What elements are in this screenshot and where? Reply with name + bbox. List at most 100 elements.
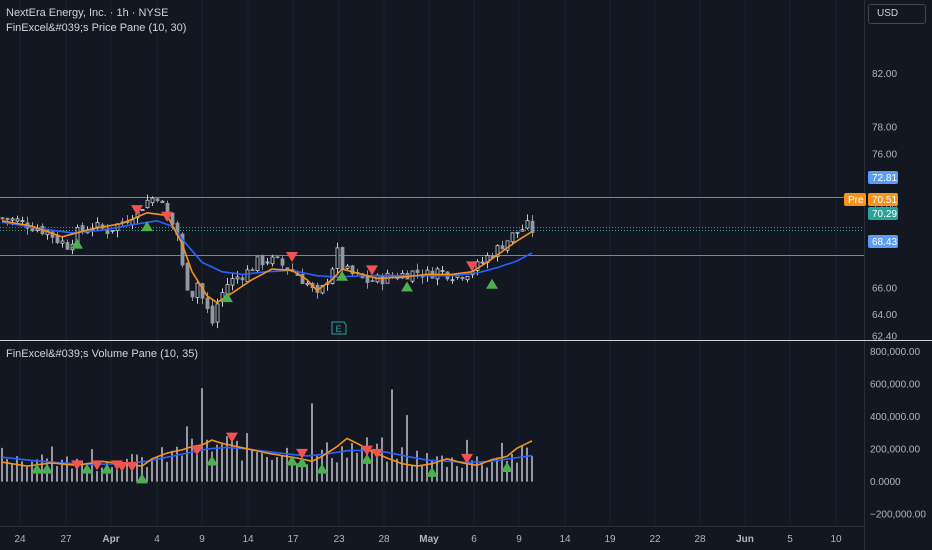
price-indicator-legend[interactable]: FinExcel&#039;s Price Pane (10, 30) xyxy=(6,22,186,34)
candle-body xyxy=(500,245,505,250)
earnings-icon[interactable] xyxy=(331,321,347,335)
volume-indicator-label: FinExcel&#039;s Volume Pane (10, 35) xyxy=(6,348,199,360)
candle-body xyxy=(195,282,200,298)
time-axis-tick-label: 28 xyxy=(694,534,706,545)
candle-body xyxy=(240,277,245,281)
price-buy-signal xyxy=(71,238,83,249)
volume-bar xyxy=(191,438,193,482)
candle-body xyxy=(185,262,190,291)
candle-body xyxy=(270,256,275,265)
volume-bar xyxy=(66,456,68,482)
upper-level-tag-bg xyxy=(868,171,898,184)
volume-bar xyxy=(126,458,128,482)
volume-bar xyxy=(121,470,123,482)
volume-axis-tick-label: 200,000.00 xyxy=(870,445,920,456)
volume-bar xyxy=(201,388,203,482)
time-axis-tick-label: 6 xyxy=(471,534,477,545)
volume-bar xyxy=(426,453,428,482)
volume-indicator-legend[interactable]: FinExcel&#039;s Volume Pane (10, 35) xyxy=(6,348,198,360)
volume-bar xyxy=(436,456,438,482)
price-axis-tick-label: 78.00 xyxy=(872,123,897,134)
volume-bar xyxy=(81,460,83,482)
candle-body xyxy=(110,229,115,232)
volume-sell-signal xyxy=(191,445,203,456)
volume-axis-tick-label: 800,000.00 xyxy=(870,347,920,358)
volume-bar xyxy=(136,454,138,482)
candle-body xyxy=(530,220,535,233)
time-axis-tick-label: 22 xyxy=(649,534,661,545)
volume-bar xyxy=(511,453,513,482)
symbol-title[interactable]: NextEra Energy, Inc. · 1h · NYSE xyxy=(6,7,168,19)
candle-body xyxy=(30,228,35,232)
volume-bar xyxy=(446,466,448,482)
volume-bar xyxy=(381,437,383,482)
volume-bar xyxy=(171,450,173,482)
candle-body xyxy=(245,269,250,283)
earnings-marker-label: E xyxy=(336,324,342,334)
pre-market-label-bg xyxy=(844,193,866,206)
price-buy-signal xyxy=(486,278,498,289)
volume-bar xyxy=(96,471,98,482)
volume-bar xyxy=(346,457,348,482)
volume-buy-signal xyxy=(501,461,513,472)
candle-body xyxy=(190,290,195,298)
price-axis-tick-label: 82.00 xyxy=(872,69,897,80)
lower-level-tag: 68.43 xyxy=(872,237,897,248)
volume-bar xyxy=(231,435,233,482)
volume-sell-signal xyxy=(226,432,238,443)
volume-sell-signal xyxy=(296,448,308,459)
volume-bar xyxy=(16,456,18,482)
candle-body xyxy=(5,217,10,221)
volume-bar xyxy=(341,446,343,482)
price-fast-ma-line xyxy=(1,211,533,304)
volume-buy-signal xyxy=(81,463,93,474)
time-axis-tick-label: 24 xyxy=(14,534,26,545)
volume-bar xyxy=(476,456,478,482)
earnings-marker[interactable]: E xyxy=(331,321,347,335)
volume-bar xyxy=(531,456,533,482)
candle-body xyxy=(305,282,310,286)
pre-market-tag-bg xyxy=(868,193,898,206)
volume-sell-signal xyxy=(71,460,83,471)
candle-body xyxy=(210,305,215,324)
volume-buy-signal xyxy=(136,473,148,484)
candle-body xyxy=(345,265,350,269)
candle-body xyxy=(370,280,375,283)
volume-buy-signal xyxy=(361,453,373,464)
volume-bar xyxy=(26,466,28,482)
candle-body xyxy=(495,245,500,258)
candle-body xyxy=(10,218,15,221)
candle-body xyxy=(415,269,420,273)
price-tags: 72.81 Pre 70.51 70.29 68.43 xyxy=(844,171,898,248)
candle-body xyxy=(265,261,270,264)
volume-sell-signal xyxy=(116,461,128,472)
time-axis-tick-label: 9 xyxy=(516,534,522,545)
volume-bar xyxy=(516,462,518,482)
volume-buy-signal xyxy=(286,455,298,466)
volume-bar xyxy=(236,440,238,482)
time-axis-tick-label: 4 xyxy=(154,534,160,545)
volume-bar xyxy=(71,468,73,482)
volume-bar xyxy=(211,451,213,482)
time-axis-tick-label: 17 xyxy=(287,534,299,545)
price-buy-signal xyxy=(401,281,413,292)
volume-bar xyxy=(181,455,183,482)
candle-body xyxy=(20,220,25,222)
price-sell-signal xyxy=(366,265,378,276)
volume-bar xyxy=(6,459,8,482)
currency-button[interactable]: USD xyxy=(868,4,926,24)
candle-body xyxy=(140,209,145,212)
volume-bar xyxy=(221,444,223,482)
volume-bar xyxy=(291,463,293,482)
candle-body xyxy=(60,240,65,244)
price-axis-ticks: 82.0078.0076.0074.0072.0066.0064.0062.40… xyxy=(870,69,926,521)
volume-bars xyxy=(1,388,533,482)
candle-body xyxy=(65,242,70,250)
volume-bar xyxy=(116,469,118,482)
volume-axis-tick-label: 0.0000 xyxy=(870,477,901,488)
time-axis-tick-label: Jun xyxy=(736,534,754,545)
volume-bar xyxy=(226,436,228,482)
price-buy-signal xyxy=(221,292,233,303)
